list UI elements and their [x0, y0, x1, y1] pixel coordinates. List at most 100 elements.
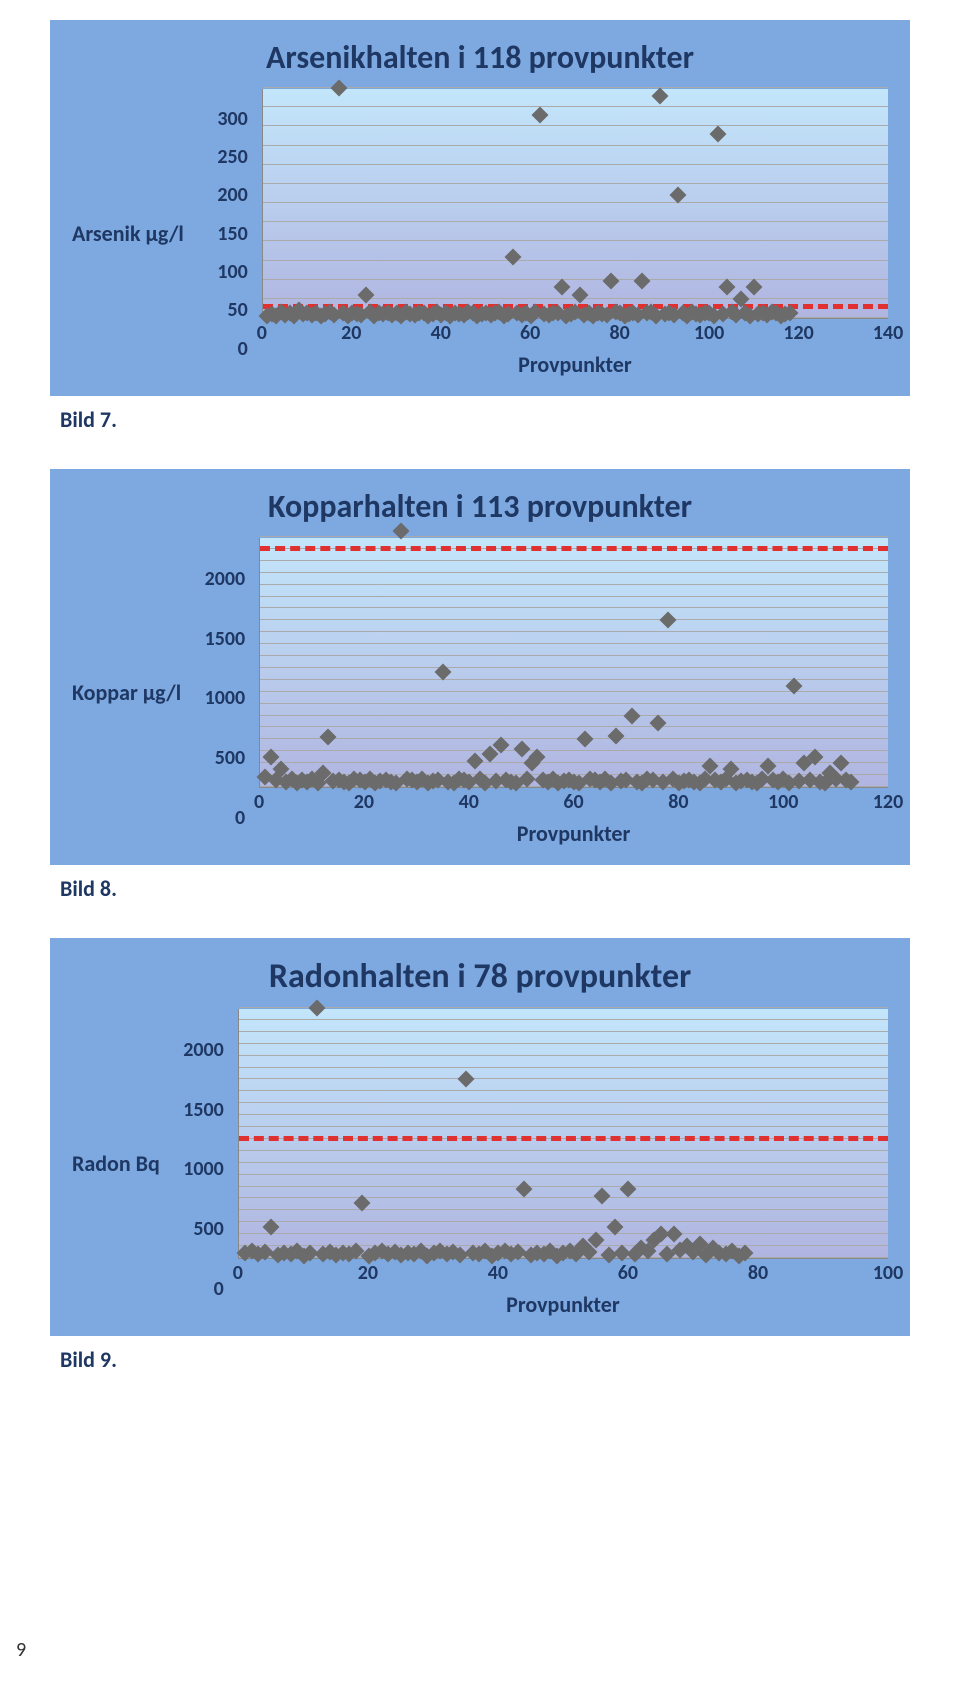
data-marker	[746, 279, 763, 296]
chart-title: Radonhalten i 78 provpunkter	[72, 956, 888, 997]
data-marker	[308, 1000, 325, 1017]
grid-line	[260, 643, 888, 644]
x-tick-label: 40	[431, 321, 451, 345]
grid-line	[239, 1102, 888, 1103]
x-tick-label: 20	[341, 321, 361, 345]
y-tick-label: 2000	[183, 1038, 224, 1062]
charts-mount: Arsenikhalten i 118 provpunkter Arsenik µ…	[50, 20, 910, 1373]
y-ticks: 0500100015002000	[189, 568, 249, 818]
grid-line	[263, 260, 888, 261]
threshold-line	[239, 1136, 888, 1141]
grid-line	[260, 619, 888, 620]
data-marker	[710, 126, 727, 143]
chart-body: Arsenik µg/l0501001502002503000204060801…	[72, 89, 888, 378]
chart-caption: Bild 7.	[60, 406, 910, 433]
data-marker	[649, 714, 666, 731]
grid-line	[239, 1078, 888, 1079]
data-marker	[571, 287, 588, 304]
chart-title: Arsenikhalten i 118 provpunkter	[72, 38, 888, 77]
x-tick-label: 100	[873, 1261, 903, 1285]
x-tick-label: 60	[520, 321, 540, 345]
data-marker	[458, 1071, 475, 1088]
y-axis-label: Radon Bq	[72, 1150, 160, 1177]
chart-body: Radon Bq0500100015002000020406080100Prov…	[72, 1009, 888, 1318]
grid-line	[239, 1197, 888, 1198]
y-left: Koppar µg/l0500100015002000	[72, 568, 249, 818]
grid-line	[260, 655, 888, 656]
x-tick-label: 0	[254, 790, 264, 814]
data-marker	[516, 1180, 533, 1197]
data-marker	[652, 87, 669, 104]
grid-line	[239, 1126, 888, 1127]
x-tick-label: 60	[618, 1261, 638, 1285]
y-tick-label: 0	[214, 1277, 224, 1301]
x-tick-label: 40	[459, 790, 479, 814]
x-tick-label: 100	[694, 321, 724, 345]
plot-area	[259, 538, 888, 788]
x-tick-label: 100	[768, 790, 798, 814]
grid-line	[239, 1114, 888, 1115]
data-marker	[623, 707, 640, 724]
data-marker	[513, 740, 530, 757]
grid-line	[260, 703, 888, 704]
y-tick-label: 500	[193, 1217, 223, 1241]
plot-wrap: 020406080100Provpunkter	[238, 1009, 888, 1318]
grid-line	[239, 1174, 888, 1175]
data-marker	[320, 729, 337, 746]
y-tick-label: 1500	[205, 627, 246, 651]
grid-line	[260, 536, 888, 537]
grid-line	[263, 145, 888, 146]
x-tick-label: 80	[748, 1261, 768, 1285]
chart-caption: Bild 9.	[60, 1346, 910, 1373]
y-ticks: 0500100015002000	[168, 1039, 228, 1289]
data-marker	[466, 752, 483, 769]
y-tick-label: 0	[235, 806, 245, 830]
y-left: Radon Bq0500100015002000	[72, 1039, 228, 1289]
grid-line	[260, 560, 888, 561]
grid-line	[263, 183, 888, 184]
grid-line	[263, 87, 888, 88]
y-tick-label: 1000	[183, 1157, 224, 1181]
x-axis-label: Provpunkter	[238, 1291, 888, 1318]
x-tick-label: 0	[257, 321, 267, 345]
grid-line	[260, 584, 888, 585]
grid-line	[239, 1067, 888, 1068]
grid-line	[239, 1055, 888, 1056]
data-marker	[660, 612, 677, 629]
data-marker	[576, 731, 593, 748]
x-tick-label: 0	[233, 1261, 243, 1285]
grid-line	[239, 1090, 888, 1091]
grid-line	[260, 715, 888, 716]
page-container: Arsenikhalten i 118 provpunkter Arsenik µ…	[0, 0, 960, 1439]
y-tick-label: 500	[215, 746, 245, 770]
chart-caption: Bild 8.	[60, 875, 910, 902]
grid-line	[260, 667, 888, 668]
data-marker	[554, 279, 571, 296]
plot-area	[262, 89, 888, 319]
y-ticks: 050100150200250300	[192, 119, 252, 349]
y-axis-label: Arsenik µg/l	[72, 220, 184, 247]
x-axis-label: Provpunkter	[262, 351, 888, 378]
y-tick-label: 150	[217, 222, 247, 246]
grid-line	[239, 1043, 888, 1044]
x-axis-label: Provpunkter	[259, 820, 888, 847]
chart-body: Koppar µg/l05001000150020000204060801001…	[72, 538, 888, 847]
x-tick-label: 80	[668, 790, 688, 814]
y-tick-label: 100	[217, 260, 247, 284]
y-left: Arsenik µg/l050100150200250300	[72, 119, 252, 349]
grid-line	[239, 1186, 888, 1187]
grid-line	[239, 1209, 888, 1210]
grid-line	[239, 1019, 888, 1020]
x-tick-label: 80	[609, 321, 629, 345]
data-marker	[531, 106, 548, 123]
threshold-line	[260, 546, 888, 551]
x-tick-label: 140	[873, 321, 903, 345]
grid-line	[263, 164, 888, 165]
grid-line	[239, 1233, 888, 1234]
data-marker	[594, 1188, 611, 1205]
plot-wrap: 020406080100120140Provpunkter	[262, 89, 888, 378]
y-tick-label: 250	[217, 145, 247, 169]
x-ticks: 020406080100120	[259, 790, 888, 816]
chart-panel-arsenik: Arsenikhalten i 118 provpunkter Arsenik µ…	[50, 20, 910, 396]
grid-line	[239, 1162, 888, 1163]
